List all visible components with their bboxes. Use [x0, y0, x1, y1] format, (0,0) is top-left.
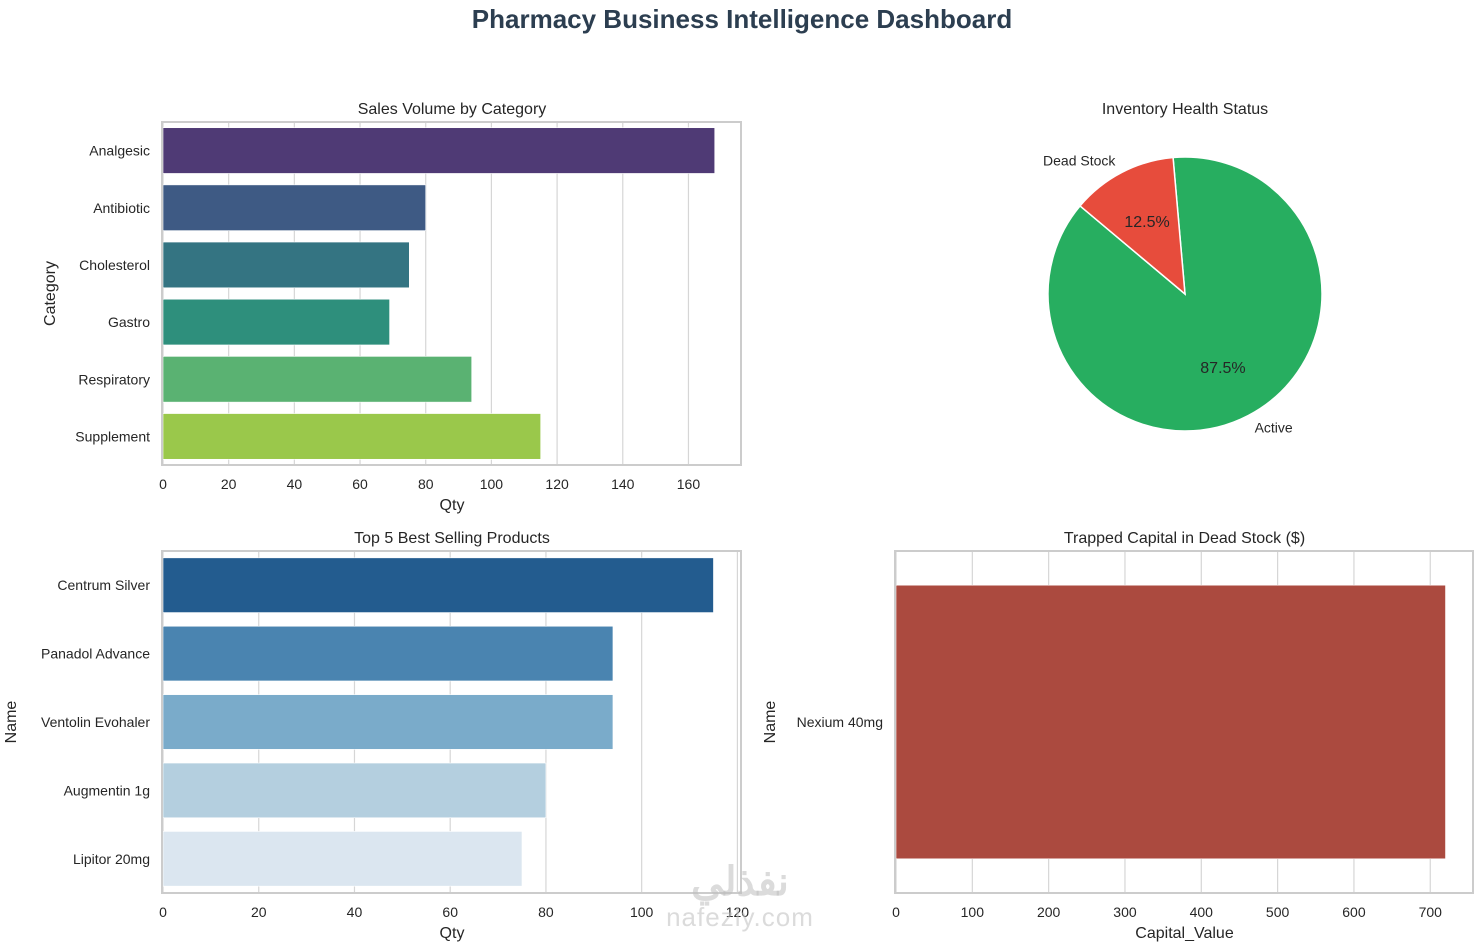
- y-tick-label: Supplement: [75, 428, 150, 444]
- chart-title: Trapped Capital in Dead Stock ($): [1064, 530, 1305, 547]
- chart-title: Top 5 Best Selling Products: [354, 530, 550, 547]
- x-tick-label: 60: [442, 904, 458, 920]
- x-tick-label: 100: [480, 476, 504, 492]
- x-tick-label: 500: [1266, 904, 1290, 920]
- y-tick-label: Respiratory: [78, 371, 150, 387]
- x-tick-label: 120: [545, 476, 569, 492]
- y-tick-label: Panadol Advance: [41, 646, 150, 662]
- x-tick-label: 160: [677, 476, 701, 492]
- y-tick-label: Centrum Silver: [57, 577, 150, 593]
- x-axis-label: Capital_Value: [1135, 925, 1234, 942]
- axes-frame: [894, 550, 1474, 894]
- y-tick-label: Augmentin 1g: [64, 782, 150, 798]
- bar-supplement: [162, 413, 541, 460]
- chart-title: Sales Volume by Category: [358, 101, 547, 118]
- x-tick-label: 20: [221, 476, 237, 492]
- bar-antibiotic: [162, 184, 427, 231]
- y-axis-label: Category: [42, 261, 59, 326]
- y-tick-label: Gastro: [108, 314, 150, 330]
- bar-gastro: [162, 298, 390, 346]
- x-tick-label: 80: [538, 904, 554, 920]
- x-tick-label: 80: [418, 476, 434, 492]
- pie-slice-dead-stock: [1078, 156, 1186, 296]
- bar-nexium-40mg: [895, 584, 1446, 860]
- x-tick-label: 100: [961, 904, 985, 920]
- x-tick-label: 400: [1190, 904, 1214, 920]
- axes-frame: [161, 550, 742, 894]
- y-axis-label: Name: [3, 701, 20, 744]
- y-tick-label: Cholesterol: [79, 257, 150, 273]
- x-tick-label: 0: [159, 904, 167, 920]
- y-tick-label: Nexium 40mg: [797, 714, 883, 730]
- y-tick-label: Analgesic: [89, 143, 150, 159]
- bar-respiratory: [162, 356, 473, 403]
- x-tick-label: 700: [1419, 904, 1443, 920]
- pie-percent-label: 87.5%: [1200, 360, 1245, 377]
- x-tick-label: 100: [630, 904, 654, 920]
- x-tick-label: 200: [1037, 904, 1061, 920]
- x-tick-label: 600: [1342, 904, 1366, 920]
- x-tick-label: 0: [892, 904, 900, 920]
- x-tick-label: 40: [347, 904, 363, 920]
- y-axis-label: Name: [762, 701, 779, 744]
- pie-label: Active: [1255, 420, 1293, 436]
- y-tick-label: Ventolin Evohaler: [41, 714, 150, 730]
- y-tick-label: Lipitor 20mg: [73, 851, 150, 867]
- bar-ventolin-evohaler: [162, 694, 614, 750]
- bar-cholesterol: [162, 241, 410, 289]
- bar-centrum-silver: [162, 557, 714, 613]
- y-tick-label: Antibiotic: [93, 200, 150, 216]
- pie-percent-label: 12.5%: [1124, 214, 1169, 231]
- x-axis-label: Qty: [440, 925, 465, 942]
- dashboard-title: Pharmacy Business Intelligence Dashboard: [471, 4, 1013, 34]
- x-tick-label: 20: [251, 904, 267, 920]
- x-tick-label: 0: [159, 476, 167, 492]
- x-axis-label: Qty: [440, 497, 465, 514]
- axes-frame: [161, 121, 742, 466]
- x-tick-label: 40: [287, 476, 303, 492]
- x-tick-label: 300: [1113, 904, 1137, 920]
- bar-analgesic: [162, 127, 716, 174]
- x-tick-label: 140: [611, 476, 635, 492]
- bar-lipitor-20mg: [162, 831, 523, 887]
- x-tick-label: 120: [726, 904, 750, 920]
- bar-panadol-advance: [162, 625, 614, 682]
- bar-augmentin-1g: [162, 762, 547, 819]
- x-tick-label: 60: [352, 476, 368, 492]
- chart-title: Inventory Health Status: [1102, 101, 1268, 118]
- pie-label: Dead Stock: [1043, 152, 1116, 168]
